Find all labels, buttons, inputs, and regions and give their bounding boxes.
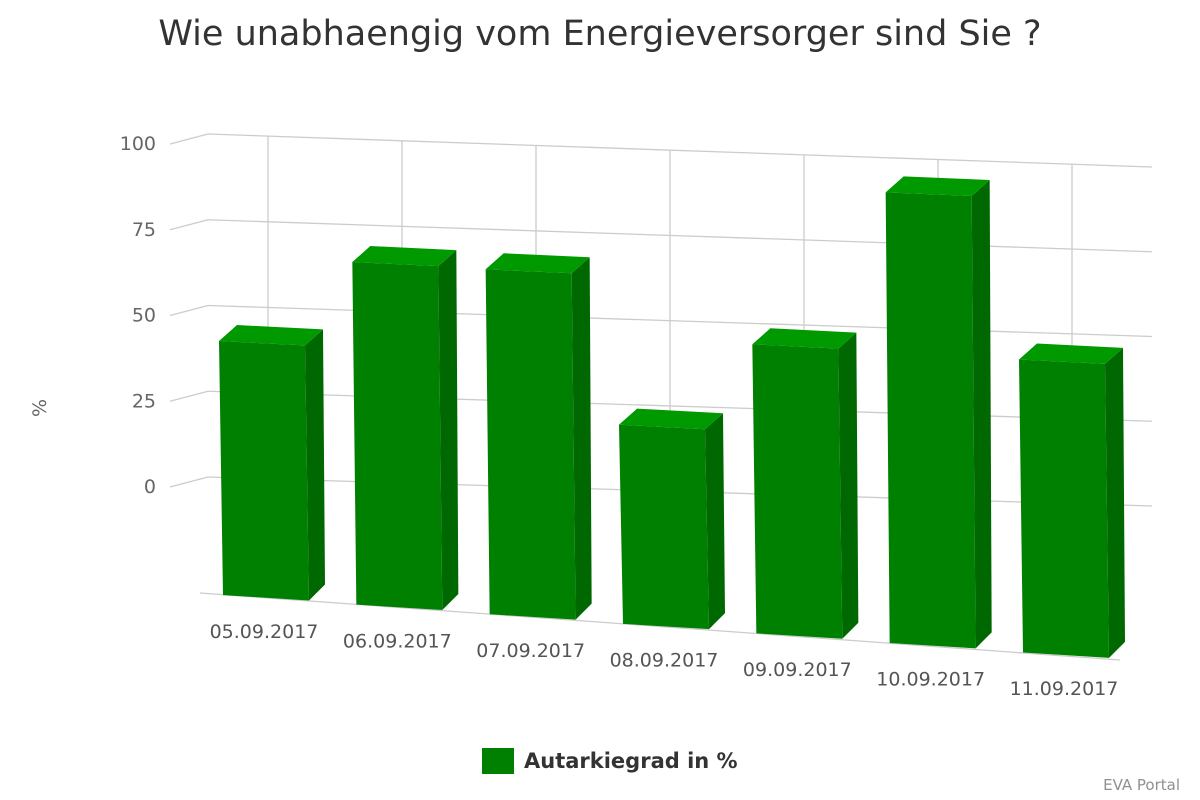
side-gridline-100 — [169, 133, 209, 145]
bar-front — [485, 269, 576, 620]
x-tick-label: 11.09.2017 — [1010, 678, 1119, 700]
y-tick-label: 50 — [132, 305, 156, 327]
side-gridline-25 — [169, 390, 209, 402]
credits[interactable]: EVA Portal — [1103, 776, 1180, 794]
bar-front — [1019, 359, 1109, 658]
bar-side — [1105, 347, 1125, 658]
bar-front — [752, 344, 843, 639]
bar-top — [219, 325, 323, 346]
gridline-100 — [207, 133, 1153, 168]
x-tick-label: 08.09.2017 — [610, 650, 719, 672]
bar-top — [1019, 343, 1123, 364]
x-tick-label: 05.09.2017 — [210, 621, 319, 643]
bar-11.09.2017[interactable] — [1019, 343, 1125, 658]
bar-front — [885, 192, 976, 649]
bar-top — [752, 328, 857, 349]
bar-top — [485, 253, 590, 274]
bar-front — [352, 262, 443, 611]
labels-layer: 0 25 50 75 100 05.09.2017 06.09.2017 07.09.2017… — [120, 133, 1119, 700]
bar-09.09.2017[interactable] — [752, 328, 859, 639]
bar-side — [438, 250, 459, 611]
legend-label: Autarkiegrad in % — [524, 749, 738, 773]
x-tick-label: 06.09.2017 — [343, 630, 452, 652]
bar-side — [971, 180, 992, 649]
bar-top — [885, 176, 990, 197]
y-tick-label: 100 — [120, 133, 156, 155]
floor-front-line — [199, 592, 1121, 661]
x-tick-label: 09.09.2017 — [743, 659, 852, 681]
chart-title: Wie unabhaengig vom Energieversorger sin… — [158, 14, 1042, 54]
y-axis-title: % — [29, 399, 51, 417]
x-tick-label: 07.09.2017 — [476, 640, 585, 662]
bar-front — [219, 341, 309, 601]
bar-07.09.2017[interactable] — [485, 253, 592, 620]
side-gridline-0 — [169, 476, 209, 488]
bar-05.09.2017[interactable] — [219, 325, 325, 601]
y-tick-label: 25 — [132, 390, 156, 412]
y-tick-label: 75 — [132, 219, 156, 241]
bar-top — [352, 246, 457, 267]
bar-side — [838, 332, 859, 639]
bar-06.09.2017[interactable] — [352, 246, 459, 611]
legend-swatch — [482, 748, 514, 774]
bar-side — [571, 257, 592, 620]
y-tick-label: 0 — [144, 476, 156, 498]
side-gridline-75 — [169, 219, 209, 231]
bar-side — [305, 329, 325, 601]
legend[interactable]: Autarkiegrad in % — [482, 748, 738, 774]
bar-10.09.2017[interactable] — [885, 176, 992, 649]
gridline-75 — [207, 219, 1153, 253]
gridline-50 — [207, 304, 1153, 338]
bar-side — [705, 413, 725, 630]
bar-front — [619, 424, 709, 630]
bar-top — [619, 408, 723, 430]
side-gridline-50 — [169, 304, 209, 317]
bars-layer — [219, 176, 1125, 658]
x-tick-label: 10.09.2017 — [876, 669, 985, 691]
bar-08.09.2017[interactable] — [619, 408, 725, 630]
